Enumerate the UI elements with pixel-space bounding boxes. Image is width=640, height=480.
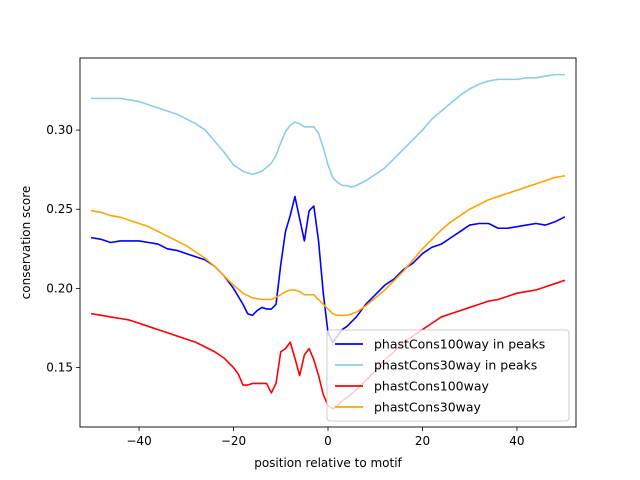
- x-tick-label: 20: [415, 434, 430, 448]
- series-line-1: [91, 73, 565, 188]
- legend-label-3: phastCons30way: [374, 400, 482, 415]
- y-axis-ticks: 0.15 0.20 0.25 0.30: [46, 123, 80, 375]
- y-tick-label: 0.25: [46, 202, 73, 216]
- y-axis-label: conservation score: [19, 186, 33, 300]
- x-axis-label: position relative to motif: [254, 456, 402, 470]
- x-axis-ticks: −40 −20 0 20 40: [126, 427, 525, 448]
- x-tick-label: −40: [126, 434, 151, 448]
- series-line-0: [90, 195, 566, 344]
- series-line-3: [90, 175, 566, 317]
- x-tick-label: 40: [509, 434, 524, 448]
- series-line-2: [90, 279, 566, 410]
- y-tick-label: 0.30: [46, 123, 73, 137]
- legend: phastCons100way in peaks phastCons30way i…: [326, 329, 570, 422]
- x-tick-label: −20: [221, 434, 246, 448]
- legend-label-0: phastCons100way in peaks: [374, 337, 545, 352]
- plot-area: [79, 57, 577, 428]
- series-layer: [90, 73, 566, 410]
- legend-box: [326, 329, 570, 422]
- x-tick-label: 0: [324, 434, 332, 448]
- legend-label-2: phastCons100way: [374, 379, 489, 394]
- y-tick-label: 0.20: [46, 281, 73, 295]
- legend-label-1: phastCons30way in peaks: [374, 358, 537, 373]
- y-tick-label: 0.15: [46, 361, 73, 375]
